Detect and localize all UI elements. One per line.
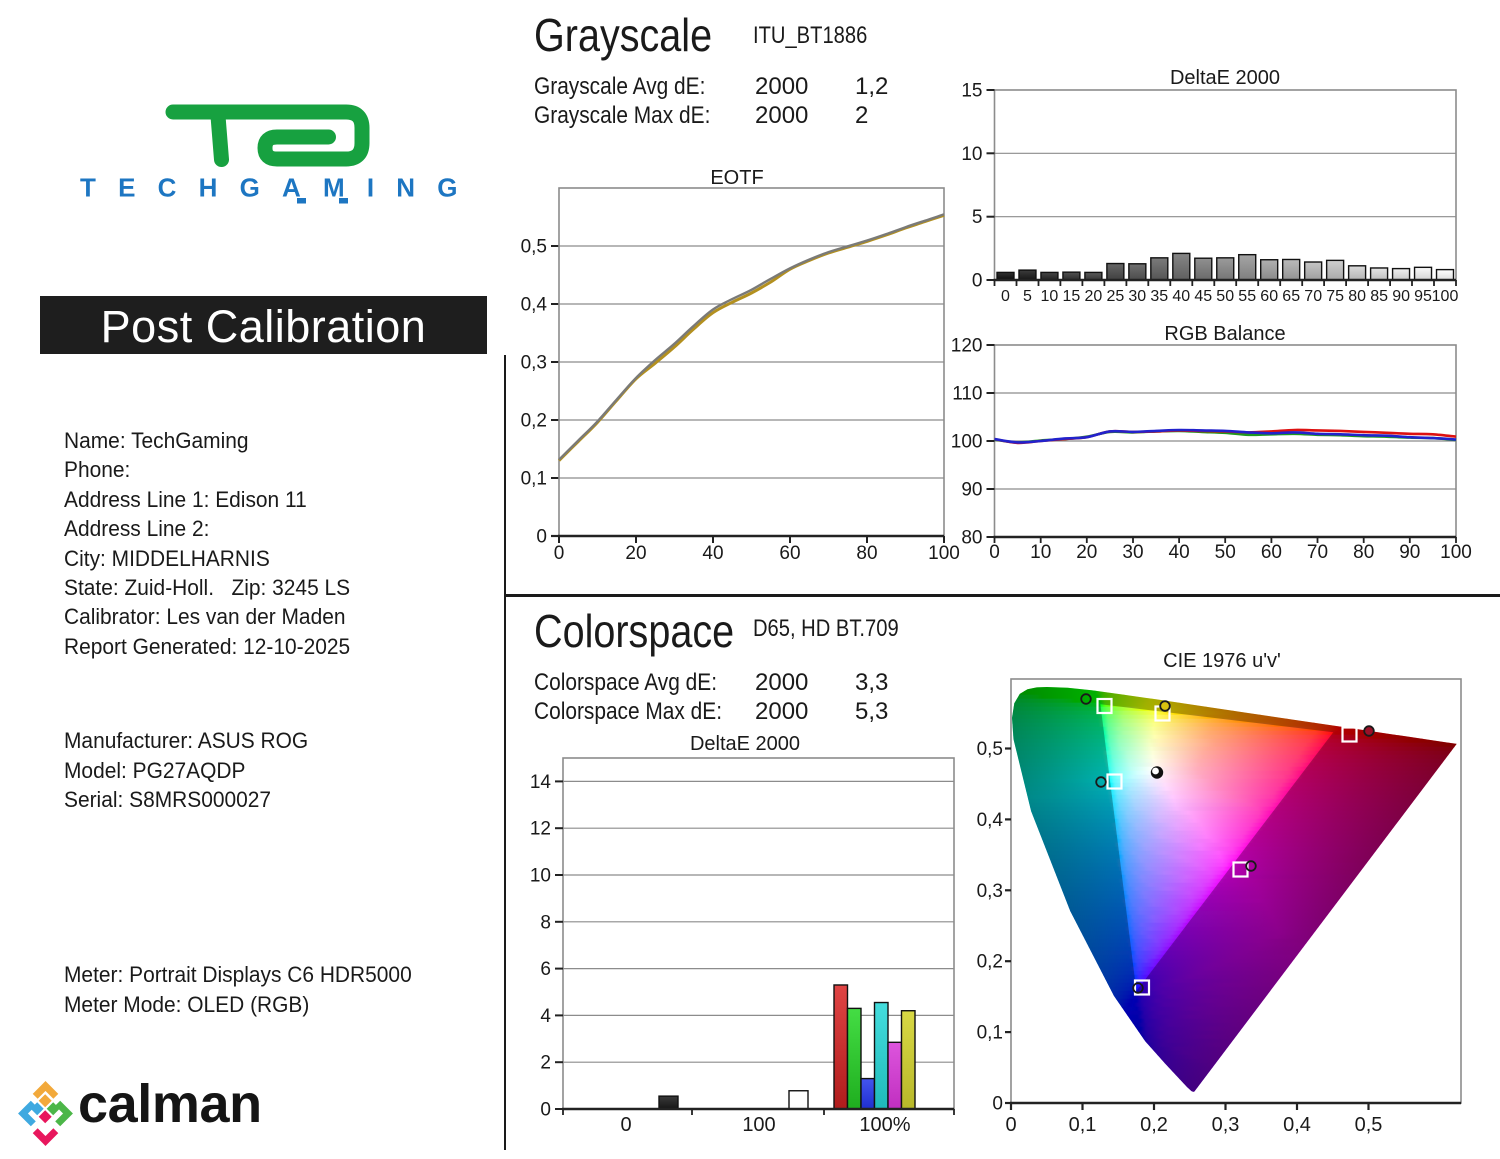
svg-text:85: 85 <box>1370 288 1388 305</box>
svg-text:10: 10 <box>1041 288 1059 305</box>
svg-text:calman: calman <box>78 1074 262 1134</box>
svg-text:80: 80 <box>1348 288 1366 305</box>
svg-text:0,1: 0,1 <box>521 469 547 490</box>
svg-text:5: 5 <box>972 207 983 228</box>
svg-text:90: 90 <box>1399 542 1420 563</box>
svg-text:60: 60 <box>1260 288 1278 305</box>
svg-text:0,5: 0,5 <box>1355 1114 1383 1136</box>
svg-text:0: 0 <box>992 1094 1003 1115</box>
svg-text:0,4: 0,4 <box>1283 1114 1311 1136</box>
svg-text:RGB Balance: RGB Balance <box>1164 323 1285 345</box>
svg-text:100%: 100% <box>859 1114 910 1136</box>
svg-text:110: 110 <box>952 384 982 405</box>
svg-text:100: 100 <box>742 1114 775 1136</box>
svg-text:10: 10 <box>1030 542 1051 563</box>
svg-text:0,4: 0,4 <box>521 295 548 316</box>
svg-text:60: 60 <box>1261 542 1282 563</box>
svg-text:0,3: 0,3 <box>977 881 1003 902</box>
svg-text:100: 100 <box>951 432 983 453</box>
svg-text:20: 20 <box>625 543 646 564</box>
svg-text:50: 50 <box>1216 288 1234 305</box>
svg-text:0,5: 0,5 <box>521 237 547 258</box>
svg-text:40: 40 <box>702 543 723 564</box>
svg-text:CIE 1976 u'v': CIE 1976 u'v' <box>1163 650 1281 672</box>
svg-text:0,3: 0,3 <box>1212 1114 1240 1136</box>
svg-text:40: 40 <box>1172 288 1190 305</box>
svg-text:DeltaE 2000: DeltaE 2000 <box>1170 67 1280 89</box>
svg-text:0,1: 0,1 <box>1069 1114 1097 1136</box>
svg-text:5: 5 <box>1023 288 1032 305</box>
svg-text:100: 100 <box>928 543 960 564</box>
svg-text:70: 70 <box>1304 288 1322 305</box>
svg-text:45: 45 <box>1194 288 1212 305</box>
svg-text:4: 4 <box>540 1006 551 1027</box>
svg-text:12: 12 <box>530 819 551 840</box>
svg-text:0,5: 0,5 <box>977 739 1003 760</box>
svg-text:0: 0 <box>620 1114 631 1136</box>
svg-text:0: 0 <box>1001 288 1010 305</box>
svg-text:0: 0 <box>536 527 547 548</box>
svg-text:75: 75 <box>1326 288 1344 305</box>
svg-text:EOTF: EOTF <box>710 167 763 189</box>
svg-text:90: 90 <box>1392 288 1410 305</box>
svg-text:65: 65 <box>1282 288 1300 305</box>
svg-text:2: 2 <box>540 1053 551 1074</box>
svg-text:70: 70 <box>1307 542 1328 563</box>
svg-text:0: 0 <box>989 542 1000 563</box>
svg-text:120: 120 <box>951 336 983 357</box>
svg-text:30: 30 <box>1128 288 1146 305</box>
svg-text:0: 0 <box>540 1100 551 1121</box>
svg-text:6: 6 <box>540 959 551 980</box>
svg-text:35: 35 <box>1150 288 1168 305</box>
svg-text:80: 80 <box>1353 542 1374 563</box>
svg-text:60: 60 <box>779 543 800 564</box>
svg-text:0: 0 <box>554 543 565 564</box>
svg-text:TECHGAMING: TECHGAMING <box>80 173 480 203</box>
svg-text:0,1: 0,1 <box>977 1023 1003 1044</box>
svg-text:0: 0 <box>972 271 983 292</box>
svg-text:50: 50 <box>1215 542 1236 563</box>
svg-text:80: 80 <box>961 528 982 549</box>
svg-text:0,2: 0,2 <box>977 952 1003 973</box>
svg-text:8: 8 <box>540 912 551 933</box>
svg-text:0,3: 0,3 <box>521 353 547 374</box>
svg-text:0: 0 <box>1005 1114 1016 1136</box>
svg-text:20: 20 <box>1076 542 1097 563</box>
svg-text:10: 10 <box>961 144 982 165</box>
svg-text:100: 100 <box>1432 288 1459 305</box>
svg-text:20: 20 <box>1085 288 1103 305</box>
svg-text:0,2: 0,2 <box>1140 1114 1168 1136</box>
svg-text:15: 15 <box>961 81 982 102</box>
svg-text:100: 100 <box>1440 542 1472 563</box>
svg-text:0,4: 0,4 <box>977 810 1004 831</box>
svg-text:55: 55 <box>1238 288 1256 305</box>
svg-text:30: 30 <box>1122 542 1143 563</box>
svg-text:10: 10 <box>530 866 551 887</box>
svg-text:14: 14 <box>530 772 552 793</box>
svg-text:90: 90 <box>961 480 982 501</box>
svg-text:DeltaE 2000: DeltaE 2000 <box>690 733 800 755</box>
svg-text:80: 80 <box>856 543 877 564</box>
svg-text:0,2: 0,2 <box>521 411 547 432</box>
svg-text:95: 95 <box>1414 288 1432 305</box>
svg-text:25: 25 <box>1107 288 1125 305</box>
svg-text:40: 40 <box>1169 542 1190 563</box>
svg-text:15: 15 <box>1063 288 1081 305</box>
